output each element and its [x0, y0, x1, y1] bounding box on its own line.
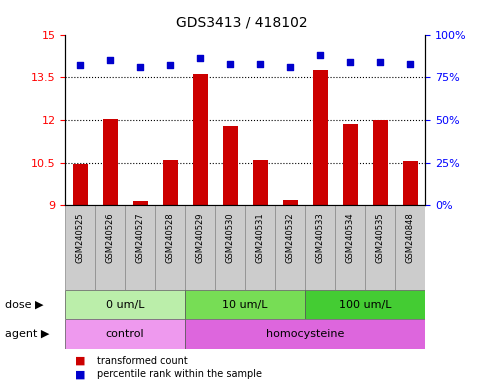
Bar: [185, 290, 305, 319]
Bar: [215, 205, 245, 290]
Text: 0 um/L: 0 um/L: [106, 300, 144, 310]
Text: GSM240531: GSM240531: [256, 212, 265, 263]
Text: 100 um/L: 100 um/L: [339, 300, 391, 310]
Bar: [283, 200, 298, 205]
Bar: [305, 290, 425, 319]
Bar: [275, 205, 305, 290]
Bar: [245, 205, 275, 290]
Text: GDS3413 / 418102: GDS3413 / 418102: [176, 15, 307, 29]
Bar: [402, 161, 417, 205]
Text: GSM240535: GSM240535: [376, 212, 384, 263]
Text: 10 um/L: 10 um/L: [222, 300, 268, 310]
Text: agent ▶: agent ▶: [5, 329, 49, 339]
Text: GSM240848: GSM240848: [406, 212, 414, 263]
Point: [196, 55, 204, 61]
Bar: [193, 74, 208, 205]
Text: GSM240528: GSM240528: [166, 212, 175, 263]
Bar: [133, 201, 148, 205]
Point: [106, 57, 114, 63]
Bar: [372, 120, 387, 205]
Text: transformed count: transformed count: [97, 356, 187, 366]
Bar: [65, 205, 95, 290]
Point: [226, 61, 234, 67]
Text: ■: ■: [75, 356, 89, 366]
Bar: [185, 319, 425, 349]
Text: dose ▶: dose ▶: [5, 300, 43, 310]
Point: [256, 61, 264, 67]
Bar: [163, 160, 178, 205]
Bar: [73, 164, 88, 205]
Text: GSM240525: GSM240525: [76, 212, 85, 263]
Point: [286, 64, 294, 70]
Text: homocysteine: homocysteine: [266, 329, 344, 339]
Bar: [185, 205, 215, 290]
Bar: [223, 126, 238, 205]
Text: GSM240532: GSM240532: [285, 212, 295, 263]
Text: GSM240527: GSM240527: [136, 212, 145, 263]
Bar: [155, 205, 185, 290]
Bar: [65, 319, 185, 349]
Point: [316, 52, 324, 58]
Bar: [335, 205, 365, 290]
Bar: [253, 160, 268, 205]
Bar: [65, 290, 185, 319]
Text: GSM240526: GSM240526: [106, 212, 114, 263]
Bar: [395, 205, 425, 290]
Bar: [313, 70, 327, 205]
Text: GSM240534: GSM240534: [345, 212, 355, 263]
Text: ■: ■: [75, 369, 89, 379]
Bar: [125, 205, 155, 290]
Point: [406, 61, 414, 67]
Point: [76, 62, 84, 68]
Point: [136, 64, 144, 70]
Bar: [103, 119, 118, 205]
Text: percentile rank within the sample: percentile rank within the sample: [97, 369, 262, 379]
Point: [376, 59, 384, 65]
Point: [166, 62, 174, 68]
Point: [346, 59, 354, 65]
Bar: [305, 205, 335, 290]
Bar: [365, 205, 395, 290]
Bar: [95, 205, 125, 290]
Text: GSM240529: GSM240529: [196, 212, 205, 263]
Text: GSM240530: GSM240530: [226, 212, 235, 263]
Text: GSM240533: GSM240533: [315, 212, 325, 263]
Bar: [342, 124, 357, 205]
Text: control: control: [106, 329, 144, 339]
